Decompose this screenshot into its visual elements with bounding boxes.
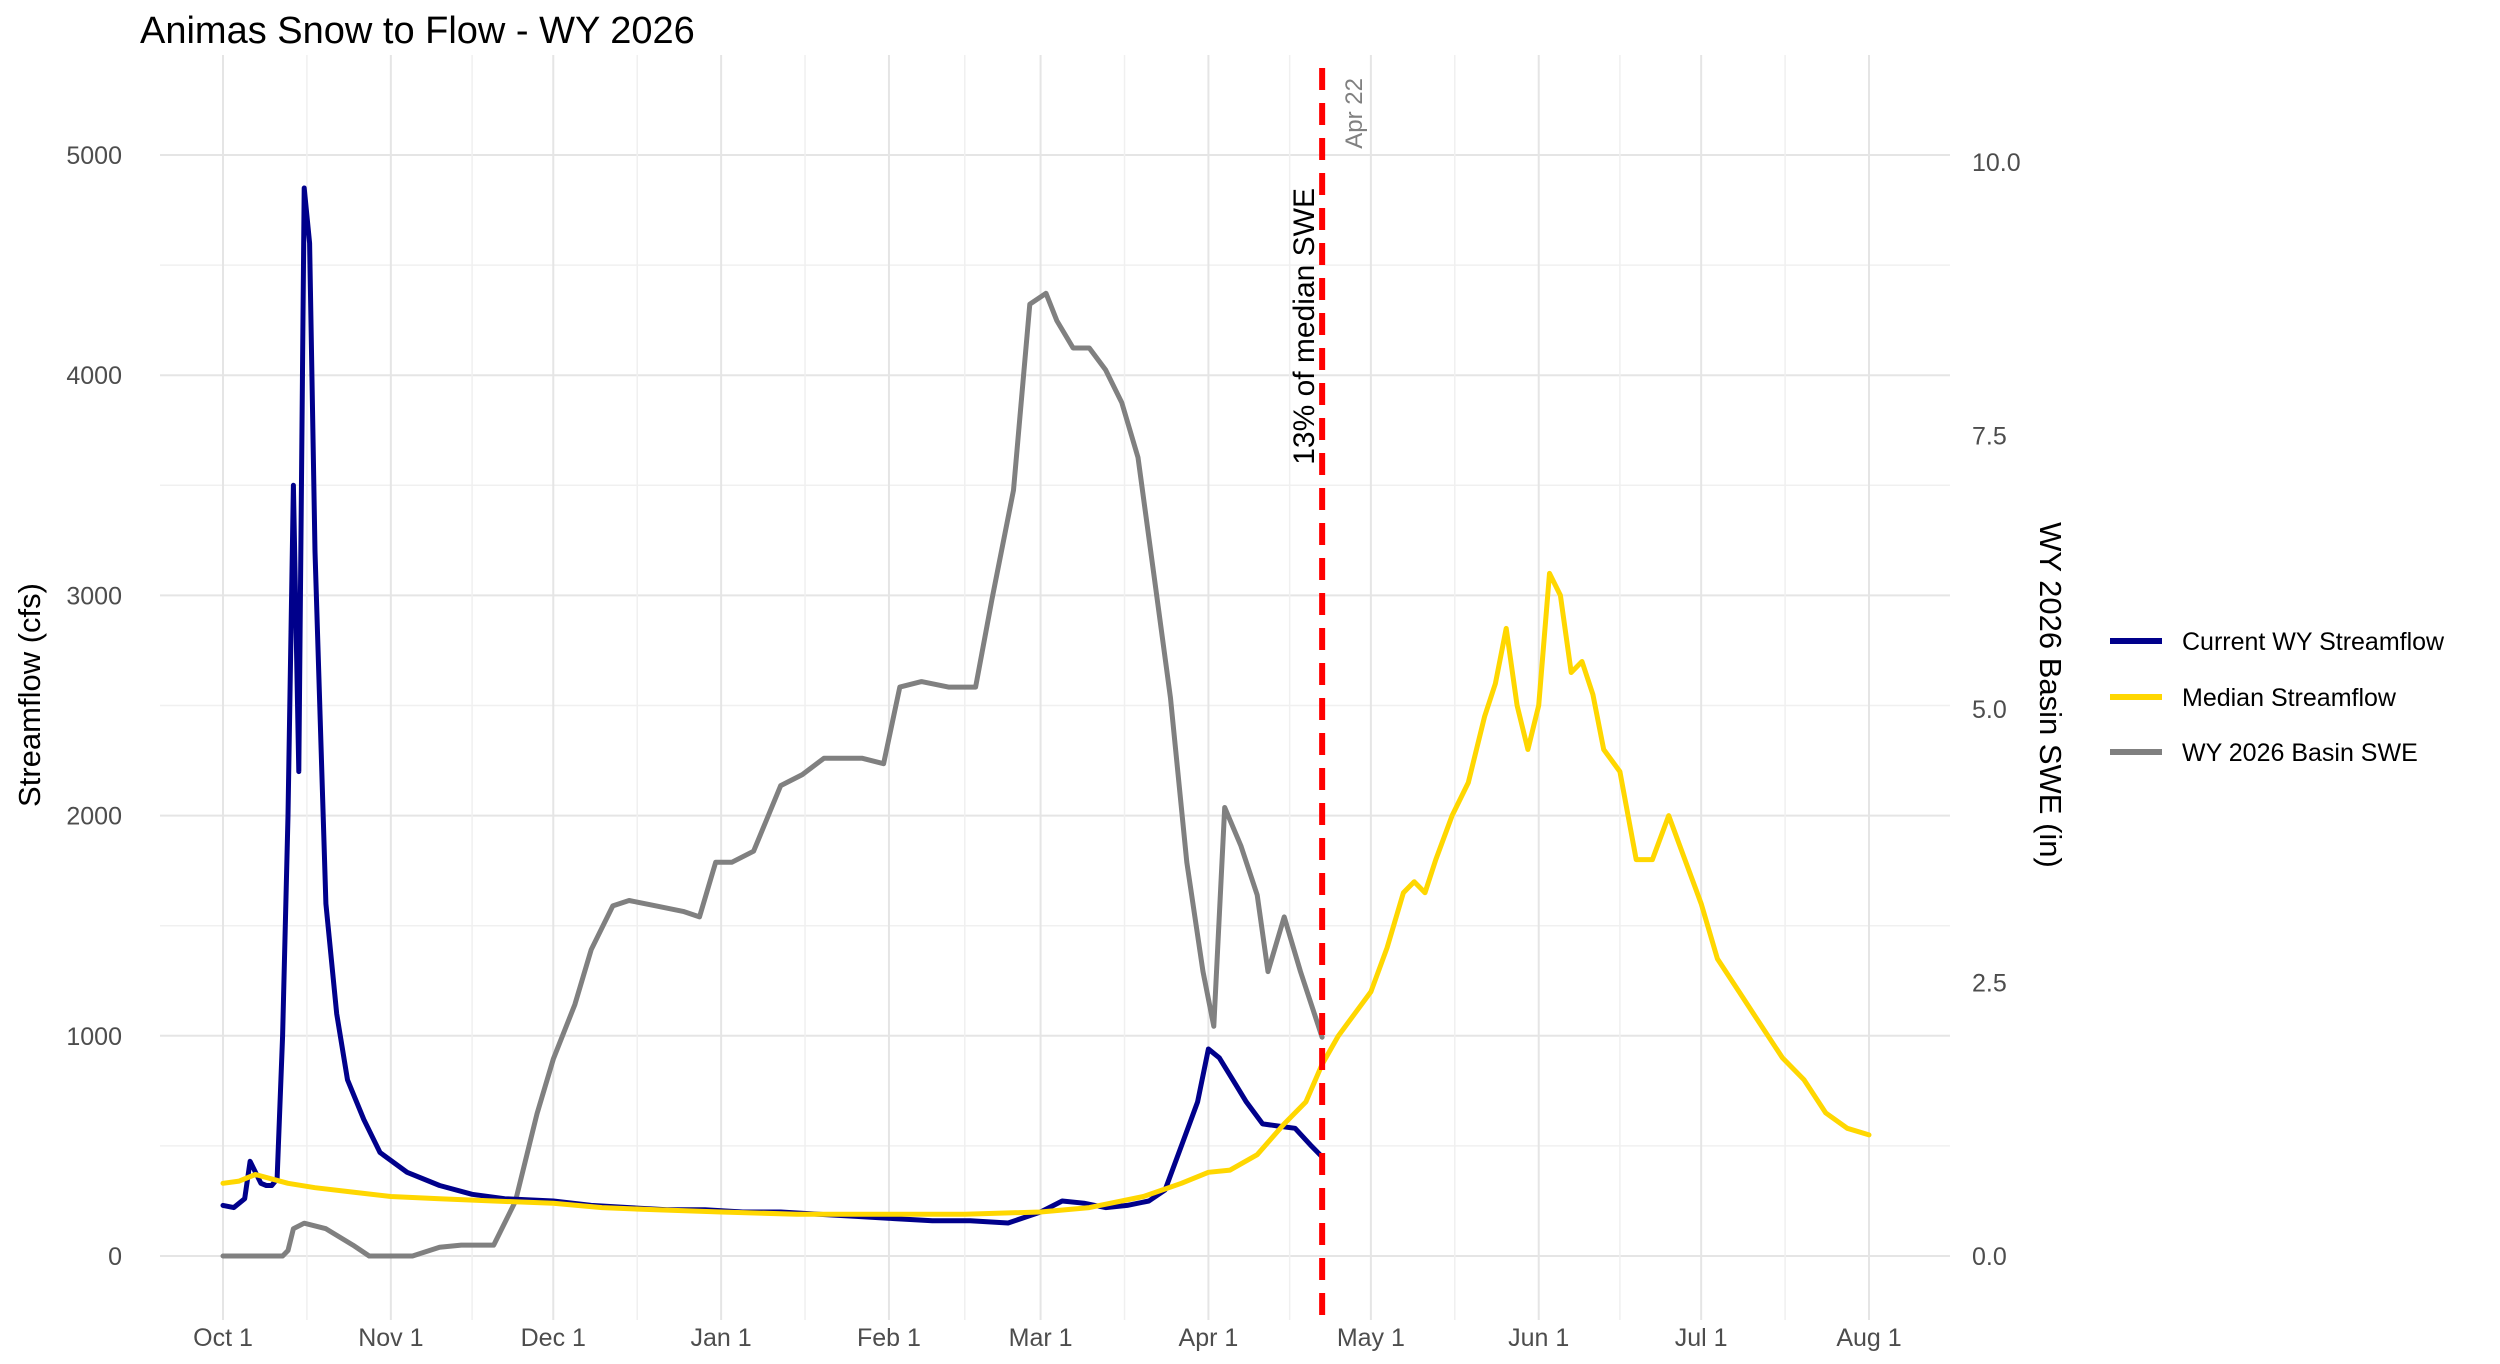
grid (160, 55, 1950, 1320)
legend: Current WY Streamflow Median Streamflow WY… (2110, 628, 2445, 767)
y-axis-title: Streamflow (cfs) (12, 583, 47, 807)
x-tick-label: Feb 1 (857, 1324, 921, 1352)
x-tick-label: Apr 1 (1179, 1324, 1239, 1352)
x-tick-label: May 1 (1337, 1324, 1405, 1352)
x-tick-label: Jan 1 (691, 1324, 752, 1352)
x-tick-label: Aug 1 (1836, 1324, 1901, 1352)
y-tick-label: 0 (108, 1243, 122, 1271)
y2-tick-label: 7.5 (1972, 423, 2007, 451)
y-tick-label: 2000 (66, 803, 122, 831)
y2-tick-label: 10.0 (1972, 149, 2021, 177)
series-line-1 (220, 570, 1872, 1217)
chart-title: Animas Snow to Flow - WY 2026 (140, 10, 695, 52)
series-line-2 (220, 290, 1325, 1259)
series-lines (220, 185, 1872, 1259)
y-tick-label: 3000 (66, 582, 122, 610)
legend-label-1: Median Streamflow (2182, 684, 2397, 712)
x-axis-ticks: Oct 1 Nov 1 Dec 1 Jan 1 Feb 1 Mar 1 Apr 1 May 1… (193, 1324, 1902, 1352)
x-tick-label: Oct 1 (193, 1324, 253, 1352)
y2-tick-label: 2.5 (1972, 970, 2007, 998)
y-tick-label: 5000 (66, 142, 122, 170)
y2-axis-title: WY 2026 Basin SWE (in) (2033, 522, 2068, 868)
y2-tick-label: 5.0 (1972, 696, 2007, 724)
x-tick-label: Nov 1 (358, 1324, 423, 1352)
annotation-date-label: Apr 22 (1341, 78, 1368, 149)
x-tick-label: Mar 1 (1009, 1324, 1073, 1352)
y2-axis-ticks: 0.0 2.5 5.0 7.5 10.0 (1972, 149, 2021, 1271)
x-tick-label: Jul 1 (1675, 1324, 1728, 1352)
annotation-layer: 13% of median SWE Apr 22 (1288, 68, 1368, 1320)
x-tick-label: Jun 1 (1508, 1324, 1569, 1352)
y-tick-label: 1000 (66, 1023, 122, 1051)
y-tick-label: 4000 (66, 362, 122, 390)
y2-tick-label: 0.0 (1972, 1243, 2007, 1271)
legend-label-0: Current WY Streamflow (2182, 628, 2445, 656)
x-tick-label: Dec 1 (521, 1324, 586, 1352)
y-axis-ticks: 0 1000 2000 3000 4000 5000 (66, 142, 122, 1271)
legend-label-2: WY 2026 Basin SWE (2182, 739, 2418, 767)
annotation-vline-label: 13% of median SWE (1288, 188, 1321, 465)
